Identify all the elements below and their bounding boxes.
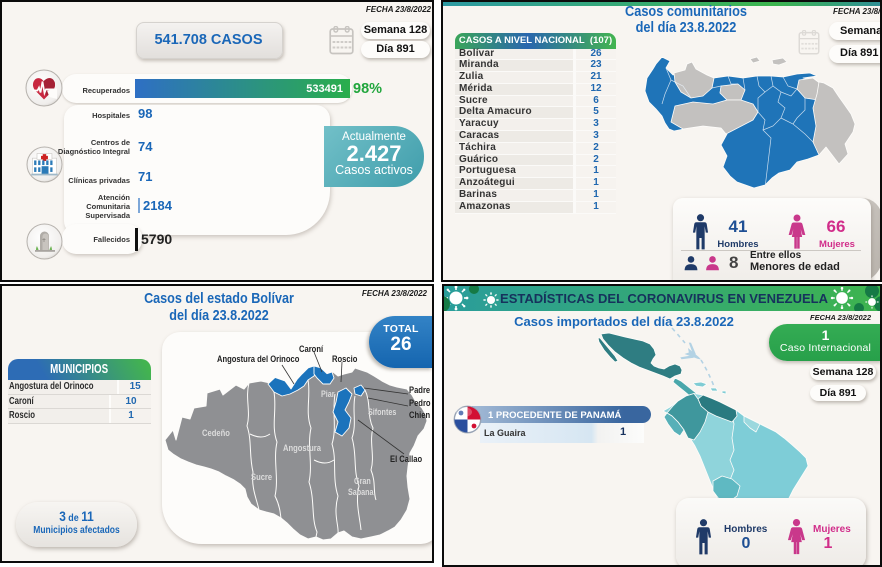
svg-text:Angostura: Angostura xyxy=(283,442,321,453)
svg-text:Sabana: Sabana xyxy=(348,487,374,497)
svg-text:Cedeño: Cedeño xyxy=(202,427,230,438)
svg-text:Piar: Piar xyxy=(321,389,335,399)
svg-text:Gran: Gran xyxy=(354,476,371,486)
svg-text:Sucre: Sucre xyxy=(251,471,272,482)
svg-text:Sifontes: Sifontes xyxy=(368,407,397,417)
